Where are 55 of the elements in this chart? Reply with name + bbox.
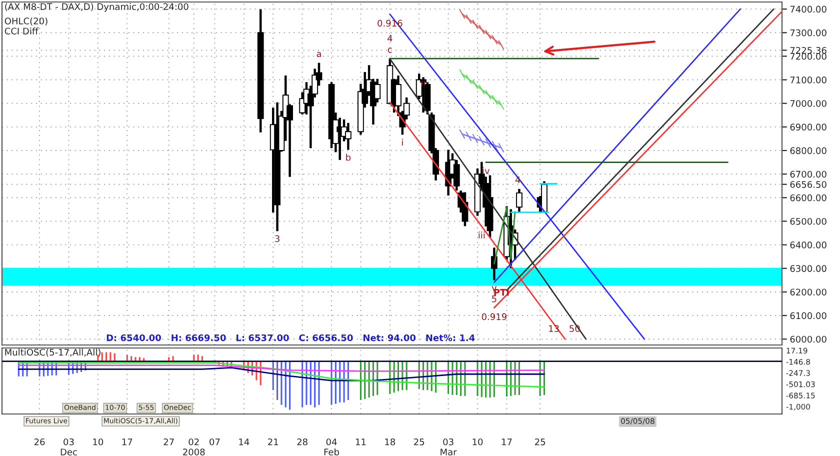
y-tick-label: 7400.00 bbox=[790, 6, 826, 13]
annotation: ii bbox=[422, 79, 425, 86]
annotation: 5 bbox=[492, 296, 496, 302]
annotation: 4 bbox=[387, 35, 392, 42]
band-label: PTI bbox=[494, 289, 509, 296]
x-tick-label: 27 bbox=[164, 438, 174, 446]
bar bbox=[288, 360, 292, 412]
chart-title: (AX M8-DT - DAX,D) Dynamic,0:00-24:00 bbox=[5, 3, 188, 12]
x-tick-label: 26 bbox=[34, 438, 45, 446]
y-tick-label: 6000.00 bbox=[790, 336, 826, 343]
x-tick-label: 17 bbox=[502, 438, 512, 446]
y-tick-label: 6400.00 bbox=[790, 242, 826, 248]
annotation: a bbox=[316, 52, 321, 58]
annotation: D: 6540.00 H: 6669.50 L: 6537.00 C: 6656.50 Net: 94.00 Net%: 1.4 bbox=[106, 334, 475, 342]
candlestick bbox=[345, 122, 352, 151]
x-tick-label: 10 bbox=[472, 438, 483, 446]
annotation: b bbox=[346, 154, 351, 161]
y-tick-label: 7100.00 bbox=[790, 76, 826, 84]
y-tick-label: 7300.00 bbox=[790, 29, 826, 36]
y-tick-label: 6500.00 bbox=[790, 218, 826, 225]
x-tick-label: 28 bbox=[297, 438, 308, 446]
candlestick bbox=[374, 78, 381, 104]
x-tick-label: 25 bbox=[534, 438, 546, 446]
x-tick-label: 21 bbox=[268, 438, 278, 446]
x-tick-label: 07 bbox=[210, 438, 220, 446]
annotation: 0.919 bbox=[482, 313, 506, 320]
x-tick-label: 14 bbox=[239, 438, 250, 446]
x-tick-label: 04 Feb bbox=[324, 438, 340, 456]
candlestick bbox=[516, 188, 522, 214]
annotation: iii bbox=[478, 232, 485, 238]
x-tick-label: 10 bbox=[93, 438, 104, 446]
x-tick-label: 17 bbox=[122, 438, 132, 446]
y-tick-label: 6800.00 bbox=[790, 147, 826, 154]
x-tick-label: 18 bbox=[385, 438, 396, 446]
x-tick-label: 03 Dec bbox=[60, 438, 77, 456]
annotation: 3 bbox=[275, 235, 280, 242]
y-tick-label: 6600.00 bbox=[790, 194, 826, 202]
y-tick-label: 7225.36 bbox=[790, 46, 826, 54]
x-tick-label: 25 bbox=[414, 438, 424, 446]
annotation: c bbox=[388, 48, 392, 53]
y-tick-label: 6300.00 bbox=[790, 265, 826, 272]
annotation: i bbox=[402, 138, 403, 146]
y-tick-label: 6200.00 bbox=[790, 288, 826, 296]
y-tick-label: 6100.00 bbox=[790, 312, 826, 320]
bar bbox=[104, 350, 108, 362]
y-tick-label: 6900.00 bbox=[790, 124, 826, 130]
x-tick-label: 11 bbox=[356, 438, 366, 446]
y-tick-label: 7000.00 bbox=[790, 100, 826, 107]
x-tick-label: 02 2008 bbox=[183, 438, 205, 456]
y-tick-label: 6656.50 bbox=[790, 181, 826, 188]
bar bbox=[362, 360, 368, 400]
x-tick-label: 03 Mar bbox=[440, 438, 457, 456]
y-tick-label: 6700.00 bbox=[790, 170, 826, 178]
text: OHLC(20) CCI Diff bbox=[4, 17, 48, 35]
chart-title: MultiOSC(5-17,All,All) bbox=[5, 348, 100, 357]
